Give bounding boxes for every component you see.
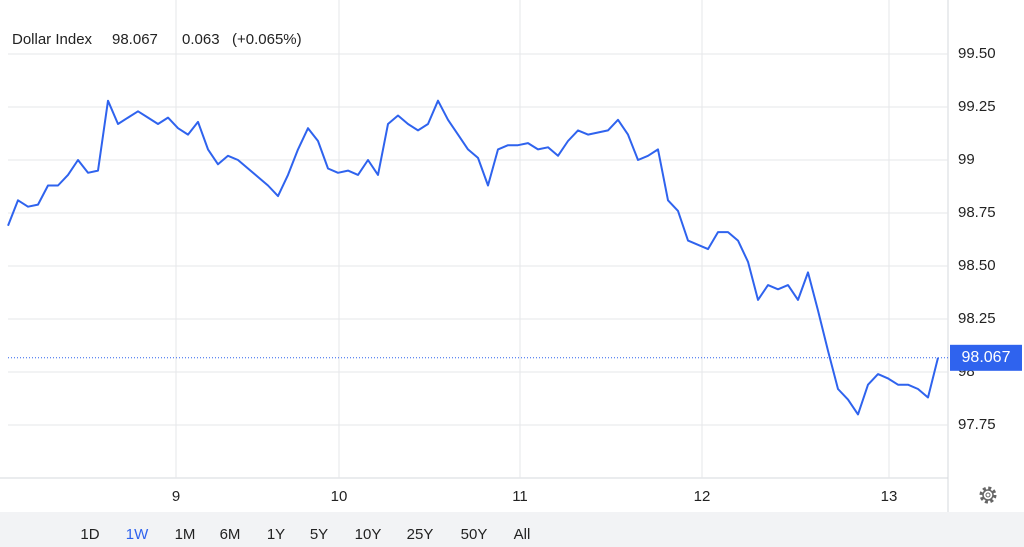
y-tick-label: 97.75: [958, 416, 996, 433]
settings-icon[interactable]: [979, 486, 997, 504]
last-value: 98.067: [112, 31, 158, 48]
range-button[interactable]: 10Y: [355, 526, 382, 543]
change: 0.063: [182, 31, 220, 48]
y-tick-label: 98.50: [958, 257, 996, 274]
gear-teeth: [979, 486, 997, 504]
y-tick-label: 99.25: [958, 98, 996, 115]
x-tick-label: 10: [331, 488, 348, 505]
range-bar: [0, 512, 1024, 547]
x-tick-label: 12: [694, 488, 711, 505]
range-button[interactable]: 1D: [80, 526, 99, 543]
last-price-badge: [950, 344, 1022, 371]
y-tick-label: 99: [958, 151, 975, 168]
y-tick-label: 98.25: [958, 310, 996, 327]
range-button[interactable]: 1W: [126, 526, 149, 543]
y-tick-label: 99.50: [958, 45, 996, 62]
range-button[interactable]: All: [514, 526, 531, 543]
range-button[interactable]: 1Y: [267, 526, 285, 543]
range-button[interactable]: 5Y: [310, 526, 328, 543]
x-tick-label: 11: [512, 488, 528, 505]
chart-title: Dollar Index: [12, 31, 93, 48]
range-button[interactable]: 50Y: [461, 526, 488, 543]
price-line: [7, 99, 939, 416]
x-tick-label: 9: [172, 488, 180, 505]
range-button[interactable]: 6M: [220, 526, 241, 543]
last-price-label: 98.067: [962, 349, 1011, 366]
change-percent: (+0.065%): [232, 31, 302, 48]
x-tick-label: 13: [881, 488, 898, 505]
y-tick-label: 98.75: [958, 204, 996, 221]
gear-hub: [985, 492, 991, 498]
range-button[interactable]: 25Y: [407, 526, 434, 543]
gear-body: [982, 489, 994, 501]
range-button[interactable]: 1M: [175, 526, 196, 543]
